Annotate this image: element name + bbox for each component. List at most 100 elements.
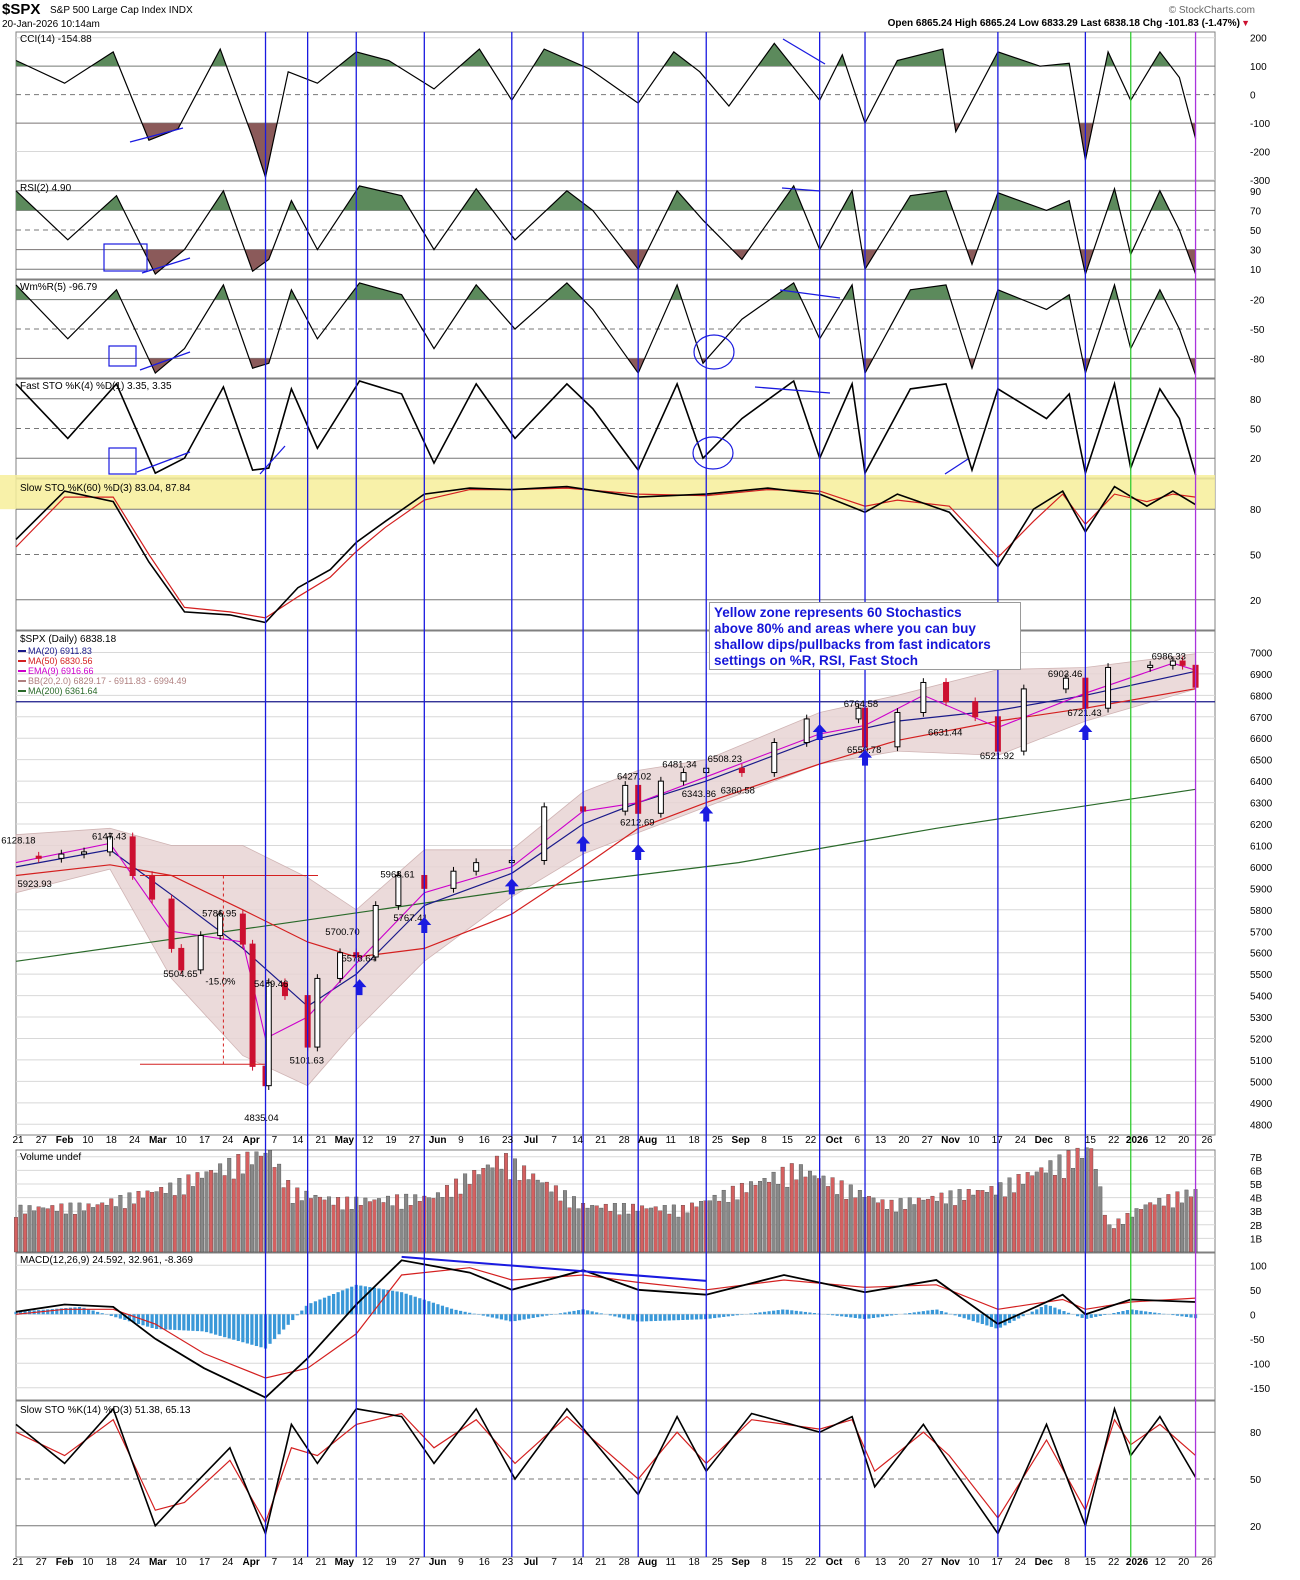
macd-histogram-bar [790, 1310, 793, 1314]
volume-bar [187, 1175, 191, 1252]
macd-histogram-bar [409, 1295, 412, 1314]
macd-histogram-bar [464, 1312, 467, 1314]
y-tick-label: 50 [1250, 551, 1262, 562]
volume-bar [468, 1184, 472, 1252]
volume-bar [250, 1165, 254, 1252]
x-tick-label: 13 [875, 1135, 887, 1146]
volume-bar [717, 1201, 721, 1252]
volume-bar [563, 1190, 567, 1252]
y-tick-label: -50 [1250, 1335, 1265, 1346]
macd-histogram-bar [187, 1314, 190, 1330]
x-tick-label: 24 [1015, 1557, 1027, 1568]
volume-bar [590, 1205, 594, 1252]
volume-bar [649, 1208, 653, 1252]
volume-bar [19, 1205, 23, 1252]
x-tick-label: May [335, 1135, 355, 1146]
candle-body [474, 863, 479, 872]
candle-body [315, 978, 320, 1047]
macd-histogram-bar [92, 1311, 95, 1315]
volume-bar [917, 1198, 921, 1252]
volume-bar [881, 1200, 885, 1252]
x-tick-label: 27 [36, 1557, 48, 1568]
volume-bar [831, 1178, 835, 1252]
price-label: 5101.63 [290, 1056, 324, 1067]
candle-body [373, 906, 378, 957]
candle-body [658, 781, 663, 813]
macd-histogram-bar [808, 1312, 811, 1314]
x-tick-label: 27 [409, 1557, 421, 1568]
volume-bar [200, 1178, 204, 1252]
volume-bar [645, 1209, 649, 1252]
volume-bar [159, 1187, 163, 1252]
volume-bar [359, 1205, 363, 1252]
volume-bar [491, 1168, 495, 1252]
macd-histogram-bar [1189, 1314, 1192, 1317]
volume-bar [377, 1198, 381, 1252]
y-tick-label: 0 [1250, 1310, 1256, 1321]
volume-bar [935, 1201, 939, 1252]
x-tick-label: 11 [666, 1557, 677, 1568]
symbol-title: $SPX [2, 1, 40, 18]
volume-bar [350, 1209, 354, 1252]
price-label: 6481.34 [662, 760, 696, 771]
volume-bar [273, 1167, 277, 1252]
volume-bar [232, 1179, 236, 1252]
volume-bar [1139, 1209, 1143, 1252]
x-tick-label: 24 [129, 1557, 141, 1568]
volume-bar [749, 1181, 753, 1252]
down-marker: ▼ [1241, 18, 1250, 28]
volume-bar [391, 1206, 395, 1252]
macd-histogram-bar [73, 1307, 76, 1314]
volume-bar [758, 1181, 762, 1252]
macd-histogram-bar [668, 1314, 671, 1320]
price-label: 6764.58 [844, 699, 878, 710]
macd-histogram-bar [364, 1286, 367, 1314]
x-tick-label: 12 [362, 1135, 374, 1146]
candle-body [804, 719, 809, 743]
volume-bar [173, 1195, 177, 1252]
x-tick-label: Sep [732, 1135, 750, 1146]
volume-bar [14, 1217, 18, 1252]
macd-histogram-bar [459, 1311, 462, 1314]
volume-bar [699, 1201, 703, 1252]
volume-bar [241, 1174, 245, 1252]
macd-histogram-bar [273, 1314, 276, 1339]
annotation-line: above 80% and areas where you can buy [714, 621, 1016, 637]
volume-bar [867, 1196, 871, 1252]
macd-histogram-bar [867, 1314, 870, 1318]
price-label: 5923.93 [17, 879, 51, 890]
y-tick-label: 6500 [1250, 756, 1273, 767]
macd-histogram-bar [1040, 1307, 1043, 1314]
volume-bar [990, 1186, 994, 1252]
macd-histogram-bar [917, 1312, 920, 1314]
x-tick-label: Mar [149, 1135, 167, 1146]
volume-bar [1135, 1208, 1139, 1252]
volume-bar [119, 1195, 123, 1252]
candle-body [623, 785, 628, 811]
macd-histogram-bar [1099, 1314, 1102, 1316]
x-tick-label: 9 [458, 1135, 464, 1146]
macd-histogram-bar [777, 1310, 780, 1314]
volume-bar [1148, 1203, 1152, 1252]
macd-histogram-bar [908, 1313, 911, 1314]
volume-bar [141, 1198, 145, 1252]
macd-histogram-bar [300, 1311, 303, 1315]
volume-bar [237, 1154, 241, 1252]
macd-histogram-bar [341, 1290, 344, 1314]
volume-bar [595, 1206, 599, 1252]
volume-bar [790, 1163, 794, 1252]
x-tick-label: Oct [826, 1557, 843, 1568]
volume-bar [731, 1186, 735, 1252]
panel-price: 7000690068006700660065006400630062006100… [1, 631, 1272, 1135]
volume-bar [631, 1204, 635, 1252]
volume-bar [849, 1185, 853, 1252]
volume-bar [386, 1196, 390, 1252]
legend-entry: BB(20,2.0) 6829.17 - 6911.83 - 6994.49 [28, 676, 186, 686]
x-tick-label: 15 [1085, 1557, 1097, 1568]
macd-histogram-bar [586, 1310, 589, 1314]
x-tick-label: 15 [782, 1557, 794, 1568]
x-tick-label: 21 [595, 1557, 607, 1568]
macd-histogram-bar [219, 1314, 222, 1336]
volume-bar [64, 1214, 68, 1252]
macd-histogram-bar [845, 1314, 848, 1317]
